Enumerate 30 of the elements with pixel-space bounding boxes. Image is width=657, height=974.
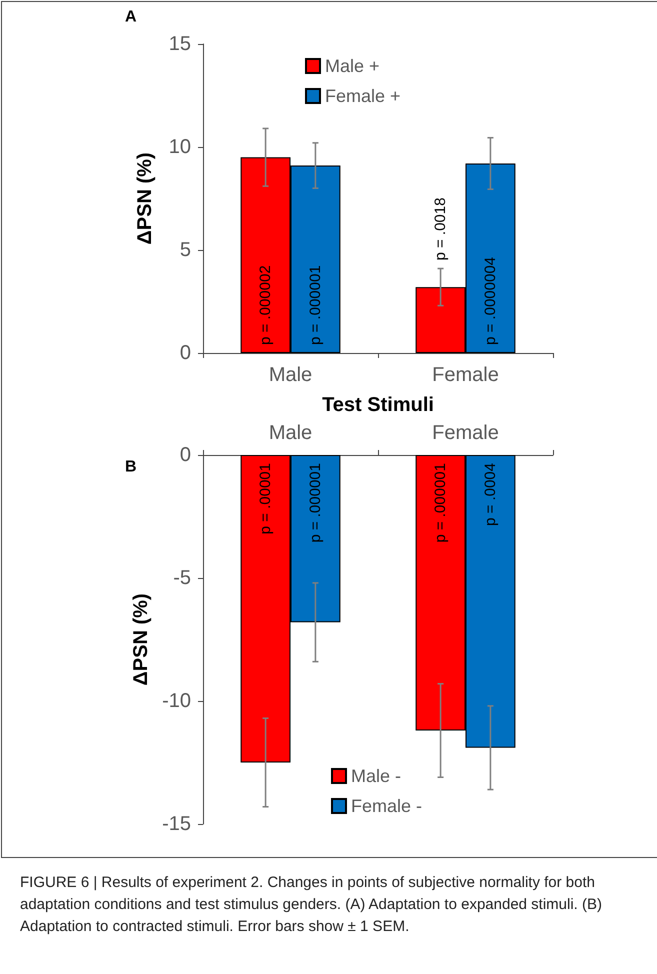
- annotation: p = .000001: [306, 265, 324, 345]
- y-tick-label: 0: [180, 342, 191, 364]
- y-tick-label: 15: [168, 33, 191, 55]
- y-tick-label: 0: [180, 444, 191, 466]
- y-tick-label: -15: [162, 813, 191, 835]
- y-tick-label: 10: [168, 136, 191, 158]
- chart-title: B: [125, 458, 137, 476]
- legend-label: Male +: [325, 56, 380, 76]
- x-tick-label: Female: [432, 422, 499, 444]
- chart-title: A: [125, 8, 137, 26]
- annotation: p = .0004: [482, 463, 499, 526]
- annotation: p = .000001: [432, 463, 450, 543]
- annotation: p = .0000004: [482, 256, 499, 345]
- annotation: p = .000001: [306, 463, 324, 543]
- y-axis-title: ΔPSN (%): [134, 152, 156, 245]
- caption: FIGURE 6 | Results of experiment 2. Changes in points of subjective normality for both adaptation conditions and test stimulus genders. (A) Adaptation to expanded stimuli. (B) Adaptation to contracted stimuli. Error bars show ± 1 SEM.: [20, 873, 604, 937]
- x-tick-label: Male: [268, 422, 312, 444]
- annotation: p = .00001: [257, 463, 274, 534]
- annotation: p = .000002: [257, 265, 274, 345]
- y-axis-title: ΔPSN (%): [130, 593, 152, 686]
- y-tick-label: -5: [173, 567, 191, 589]
- y-tick-label: 5: [180, 239, 191, 261]
- y-tick-label: -10: [162, 690, 191, 712]
- x-tick-label: Female: [432, 364, 499, 386]
- legend-label: Male -: [351, 766, 402, 786]
- x-axis-title: Test Stimuli: [322, 394, 434, 416]
- legend-label: Female -: [351, 796, 422, 816]
- x-tick-label: Male: [268, 364, 312, 386]
- annotation: p = .0018: [432, 198, 450, 261]
- legend-label: Female +: [325, 86, 401, 106]
